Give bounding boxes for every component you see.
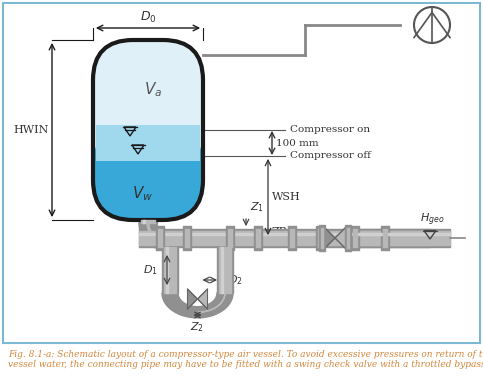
Polygon shape (147, 223, 167, 241)
Text: Compressor on: Compressor on (290, 126, 370, 135)
Polygon shape (335, 226, 347, 250)
Text: $V_w$: $V_w$ (132, 185, 154, 203)
Bar (96, 125, 200, 161)
Text: $D_1$: $D_1$ (143, 263, 158, 277)
Text: $Z_2$: $Z_2$ (190, 320, 204, 334)
FancyBboxPatch shape (93, 125, 203, 220)
Text: HWIN: HWIN (14, 125, 49, 135)
Polygon shape (323, 226, 335, 250)
Polygon shape (198, 293, 225, 312)
Polygon shape (187, 289, 198, 309)
Circle shape (414, 7, 450, 43)
FancyBboxPatch shape (4, 4, 479, 342)
Text: $H_{geo}$: $H_{geo}$ (420, 212, 444, 228)
Polygon shape (162, 293, 233, 318)
Text: $V_a$: $V_a$ (144, 81, 162, 100)
FancyBboxPatch shape (93, 40, 203, 220)
Text: ZB: ZB (272, 227, 288, 237)
Polygon shape (198, 289, 208, 309)
Text: Compressor off: Compressor off (290, 152, 371, 161)
FancyBboxPatch shape (3, 3, 480, 343)
Text: $Z_1$: $Z_1$ (250, 200, 264, 214)
Text: vessel water, the connecting pipe may have to be fitted with a swing check valve: vessel water, the connecting pipe may ha… (8, 360, 483, 369)
Text: 100 mm: 100 mm (276, 138, 319, 147)
Text: WSH: WSH (272, 192, 301, 202)
Polygon shape (139, 223, 166, 250)
Text: $D_0$: $D_0$ (140, 10, 156, 25)
Text: $D_2$: $D_2$ (228, 273, 242, 287)
Text: Fig. 8.1-a: Schematic layout of a compressor-type air vessel. To avoid excessive: Fig. 8.1-a: Schematic layout of a compre… (8, 350, 483, 359)
